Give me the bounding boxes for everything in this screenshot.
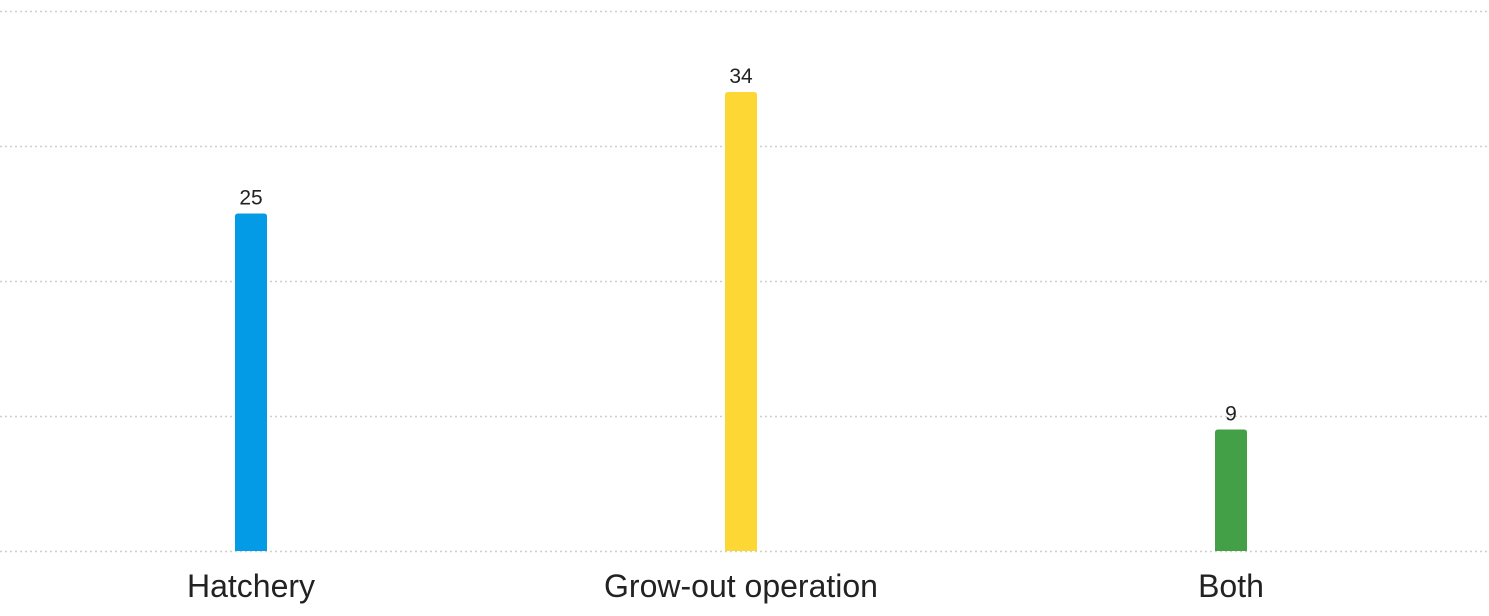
bar-grow-out-operation xyxy=(725,92,757,551)
value-label: 25 xyxy=(239,187,262,210)
value-label: 9 xyxy=(1225,403,1237,426)
value-label-layer: 25 34 9 xyxy=(239,65,1237,426)
value-label: 34 xyxy=(729,65,753,88)
category-label: Both xyxy=(1198,568,1264,604)
grid-layer xyxy=(0,10,1489,553)
bar-both xyxy=(1215,429,1247,551)
bar-hatchery xyxy=(235,213,267,551)
category-label: Grow-out operation xyxy=(604,568,878,604)
bar-layer xyxy=(235,92,1247,551)
category-label: Hatchery xyxy=(187,568,315,604)
category-label-layer: Hatchery Grow-out operation Both xyxy=(187,568,1264,604)
